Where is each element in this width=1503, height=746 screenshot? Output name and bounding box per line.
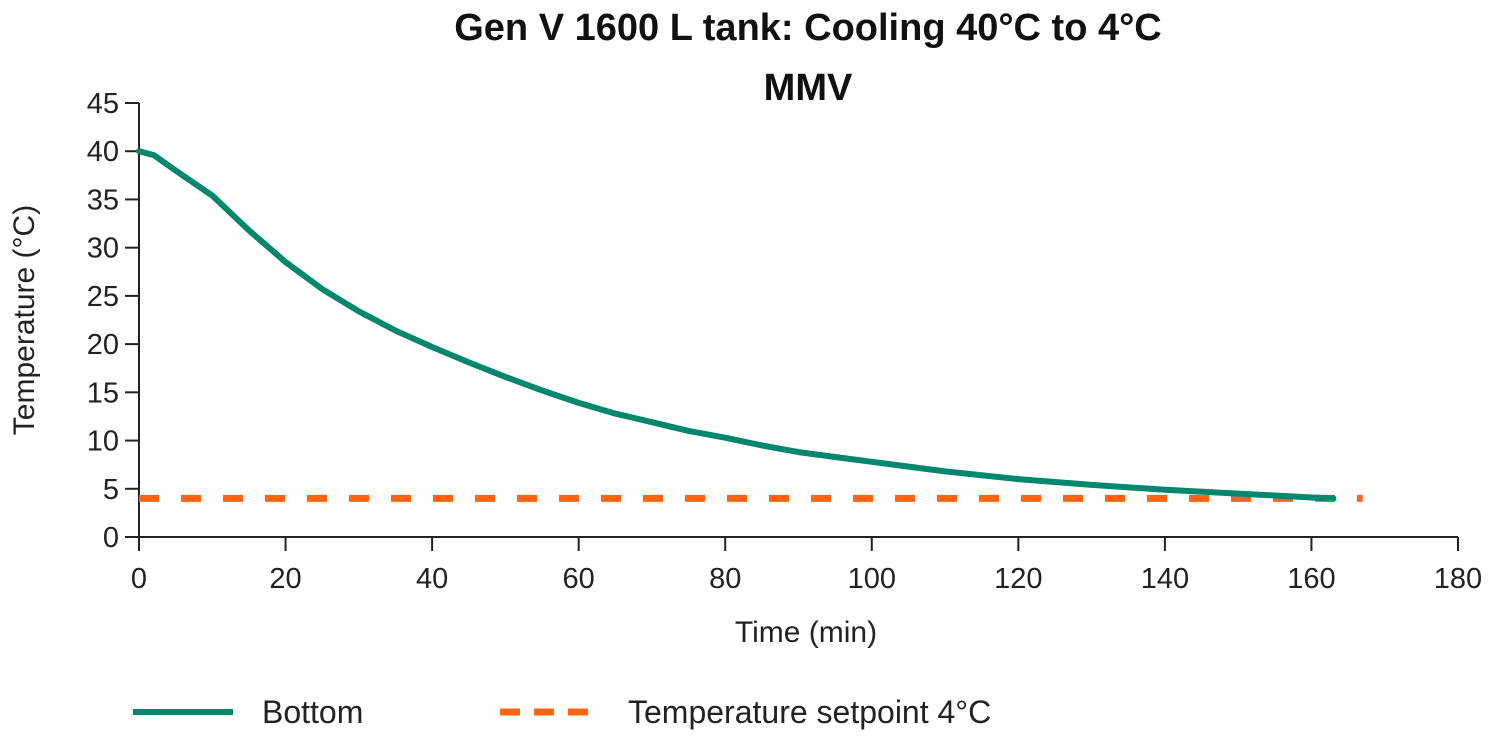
- x-axis-label: Time (min): [735, 616, 877, 649]
- x-tick-label: 100: [848, 563, 896, 595]
- y-tick-label: 30: [87, 233, 119, 265]
- y-tick-label: 25: [87, 281, 119, 313]
- x-tick-label: 80: [709, 563, 741, 595]
- y-axis-label: Temperature (°C): [8, 205, 41, 435]
- x-tick-label: 180: [1434, 563, 1482, 595]
- y-tick-label: 35: [87, 184, 119, 216]
- chart-subtitle: MMV: [764, 67, 853, 109]
- x-tick-label: 160: [1287, 563, 1335, 595]
- y-tick-label: 45: [87, 88, 119, 120]
- legend-label-setpoint: Temperature setpoint 4°C: [628, 694, 991, 730]
- legend: Bottom Temperature setpoint 4°C: [133, 694, 991, 730]
- x-tick-label: 60: [563, 563, 595, 595]
- y-tick-label: 20: [87, 329, 119, 361]
- legend-label-bottom: Bottom: [262, 694, 363, 730]
- x-tick-label: 20: [269, 563, 301, 595]
- chart-title: Gen V 1600 L tank: Cooling 40°C to 4°C: [454, 7, 1162, 49]
- x-tick-label: 40: [416, 563, 448, 595]
- x-tick-label: 120: [994, 563, 1042, 595]
- y-tick-label: 40: [87, 136, 119, 168]
- series-line-bottom: [136, 148, 1337, 502]
- y-tick-label: 10: [87, 426, 119, 458]
- x-tick-label: 0: [131, 563, 147, 595]
- y-tick-label: 0: [103, 522, 119, 554]
- x-tick-label: 140: [1141, 563, 1189, 595]
- y-tick-label: 15: [87, 377, 119, 409]
- y-tick-label: 5: [103, 474, 119, 506]
